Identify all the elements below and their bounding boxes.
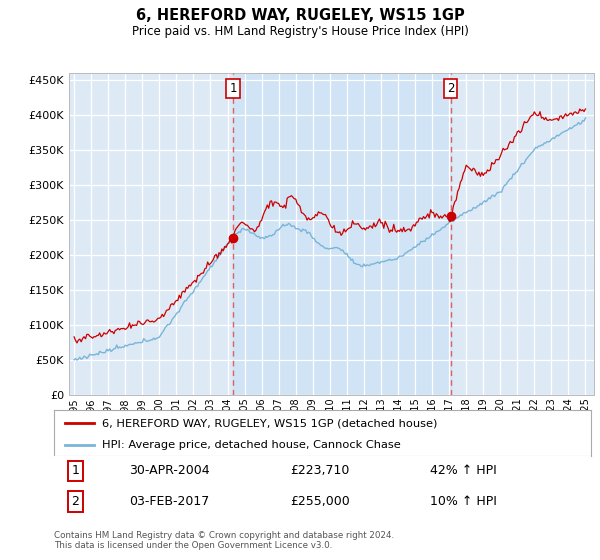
Text: 1: 1: [71, 464, 79, 478]
Text: 2: 2: [447, 82, 454, 95]
Text: 6, HEREFORD WAY, RUGELEY, WS15 1GP: 6, HEREFORD WAY, RUGELEY, WS15 1GP: [136, 8, 464, 24]
Text: 1: 1: [229, 82, 237, 95]
Text: 03-FEB-2017: 03-FEB-2017: [129, 495, 209, 508]
Text: £255,000: £255,000: [290, 495, 350, 508]
Text: 10% ↑ HPI: 10% ↑ HPI: [430, 495, 497, 508]
Text: Price paid vs. HM Land Registry's House Price Index (HPI): Price paid vs. HM Land Registry's House …: [131, 25, 469, 38]
Bar: [233, 73, 451, 395]
Text: 2: 2: [71, 495, 79, 508]
Text: HPI: Average price, detached house, Cannock Chase: HPI: Average price, detached house, Cann…: [103, 440, 401, 450]
Text: 6, HEREFORD WAY, RUGELEY, WS15 1GP (detached house): 6, HEREFORD WAY, RUGELEY, WS15 1GP (deta…: [103, 418, 438, 428]
Text: £223,710: £223,710: [290, 464, 350, 478]
Text: 30-APR-2004: 30-APR-2004: [129, 464, 210, 478]
Text: 42% ↑ HPI: 42% ↑ HPI: [430, 464, 497, 478]
Text: Contains HM Land Registry data © Crown copyright and database right 2024.
This d: Contains HM Land Registry data © Crown c…: [54, 531, 394, 550]
